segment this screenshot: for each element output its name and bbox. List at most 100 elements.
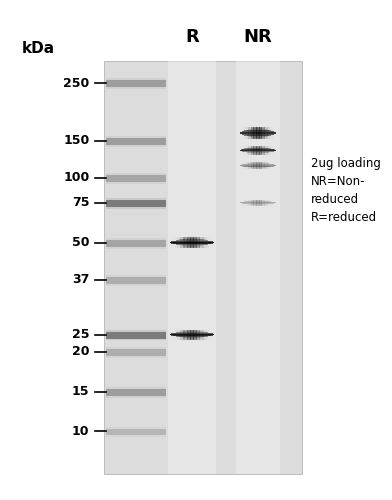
Bar <box>274 146 278 155</box>
Bar <box>274 200 278 205</box>
Bar <box>246 162 249 169</box>
Bar <box>269 200 273 205</box>
Bar <box>256 169 260 170</box>
Text: 37: 37 <box>72 274 89 286</box>
Text: 2ug loading
NR=Non-
reduced
R=reduced: 2ug loading NR=Non- reduced R=reduced <box>311 157 381 224</box>
Bar <box>267 127 270 140</box>
Bar <box>255 127 261 128</box>
Bar <box>243 162 247 169</box>
Bar <box>254 162 257 169</box>
Text: 20: 20 <box>72 346 89 358</box>
Bar <box>240 132 276 133</box>
Bar <box>238 127 241 140</box>
Bar <box>264 162 268 169</box>
Bar <box>259 127 262 140</box>
Bar <box>272 162 276 169</box>
FancyBboxPatch shape <box>106 349 166 356</box>
Bar <box>259 146 262 155</box>
Bar <box>252 137 264 138</box>
Bar <box>254 200 257 205</box>
Bar <box>244 166 271 167</box>
Bar <box>248 162 252 169</box>
Text: R: R <box>185 28 199 46</box>
Bar <box>240 165 276 166</box>
Bar <box>244 135 271 136</box>
Bar <box>252 147 264 148</box>
Bar <box>171 330 175 340</box>
Bar <box>259 200 262 205</box>
FancyBboxPatch shape <box>106 175 166 182</box>
Bar <box>248 200 252 205</box>
Bar <box>176 244 208 245</box>
Bar <box>256 200 260 205</box>
FancyBboxPatch shape <box>106 428 166 436</box>
Bar <box>241 164 275 165</box>
Bar <box>183 330 188 340</box>
FancyBboxPatch shape <box>106 138 166 144</box>
Bar <box>248 146 252 155</box>
Bar <box>179 244 205 246</box>
Bar <box>202 237 207 248</box>
Bar <box>254 146 257 155</box>
Bar <box>199 237 203 248</box>
FancyBboxPatch shape <box>168 61 216 474</box>
Bar <box>168 237 172 248</box>
FancyBboxPatch shape <box>106 388 166 396</box>
Bar <box>259 162 262 169</box>
Bar <box>184 330 200 332</box>
Bar <box>188 237 196 238</box>
Bar <box>184 238 200 239</box>
Bar <box>177 237 181 248</box>
Bar <box>242 134 274 135</box>
Bar <box>171 335 213 336</box>
Bar <box>181 331 202 332</box>
Bar <box>249 152 267 154</box>
Bar <box>209 330 213 340</box>
Bar <box>242 131 274 132</box>
FancyBboxPatch shape <box>106 277 166 284</box>
Text: 50: 50 <box>72 236 89 249</box>
Bar <box>261 146 265 155</box>
Bar <box>242 149 274 150</box>
Bar <box>187 330 197 331</box>
Bar <box>255 154 261 155</box>
Bar <box>247 152 269 153</box>
Bar <box>251 200 254 205</box>
Bar <box>267 146 270 155</box>
Bar <box>249 136 267 137</box>
FancyBboxPatch shape <box>106 78 166 90</box>
Bar <box>183 237 188 248</box>
Bar <box>249 163 267 164</box>
Bar <box>264 200 268 205</box>
Bar <box>253 146 262 147</box>
FancyBboxPatch shape <box>106 80 166 87</box>
Bar <box>264 127 268 140</box>
Bar <box>196 330 200 340</box>
Bar <box>190 329 194 330</box>
Bar <box>267 200 270 205</box>
Bar <box>255 146 261 147</box>
Bar <box>190 339 194 340</box>
Bar <box>248 127 252 140</box>
Bar <box>170 242 214 243</box>
Bar <box>247 167 269 168</box>
FancyBboxPatch shape <box>106 136 166 146</box>
Bar <box>255 168 261 169</box>
Bar <box>193 330 197 340</box>
Bar <box>272 146 276 155</box>
FancyBboxPatch shape <box>106 386 166 398</box>
Bar <box>251 127 254 140</box>
Bar <box>240 150 276 151</box>
Bar <box>180 330 185 340</box>
Bar <box>205 330 210 340</box>
Bar <box>269 162 273 169</box>
Bar <box>246 146 249 155</box>
Bar <box>254 127 257 140</box>
Bar <box>196 237 200 248</box>
Bar <box>171 237 175 248</box>
Bar <box>173 240 211 242</box>
Bar <box>256 154 260 156</box>
Bar <box>171 333 213 334</box>
FancyBboxPatch shape <box>106 330 166 340</box>
Bar <box>176 332 208 333</box>
